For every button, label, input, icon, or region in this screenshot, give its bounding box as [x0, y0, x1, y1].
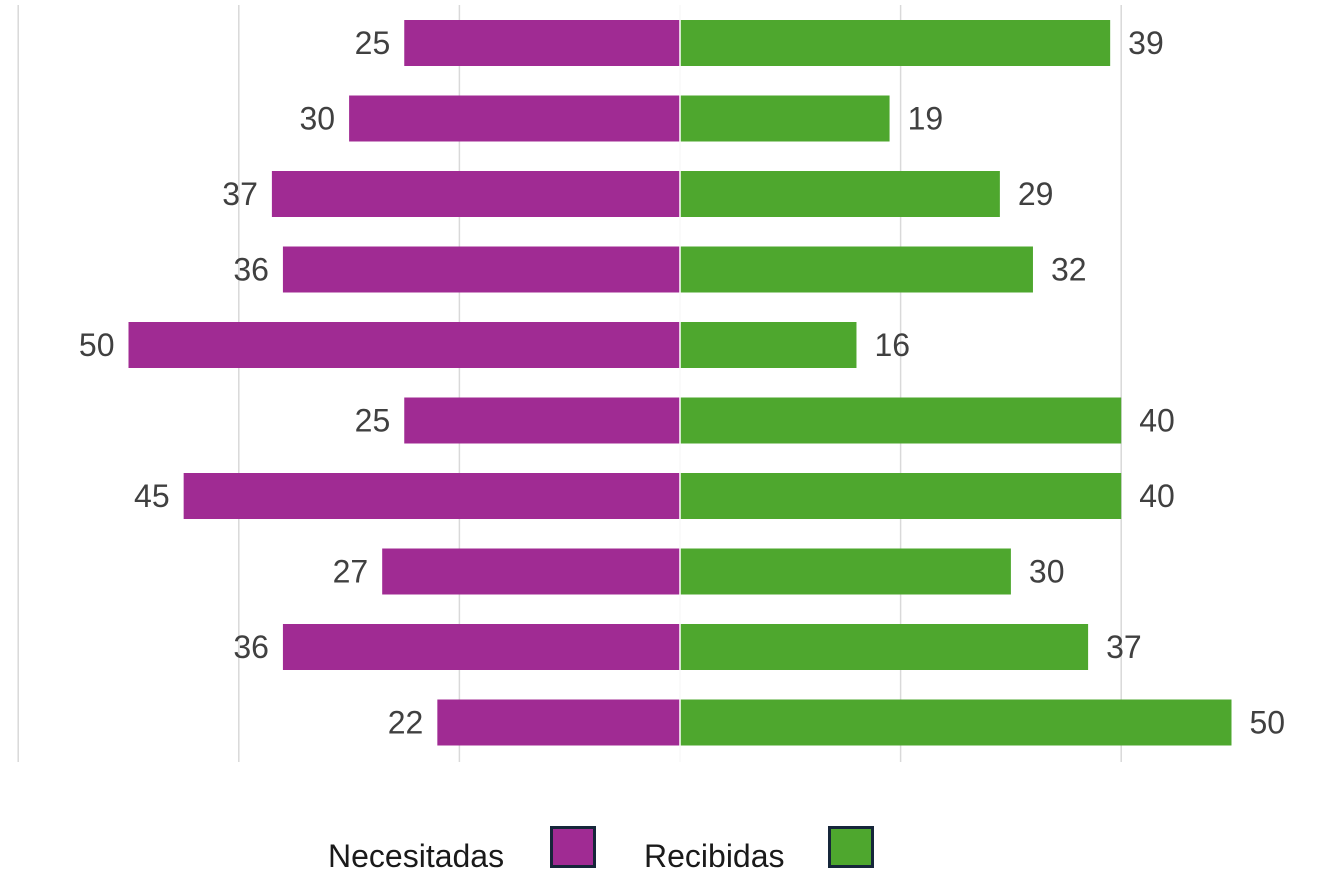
legend-label-recibidas: Recibidas	[644, 838, 785, 874]
data-label-recibidas: 32	[1051, 252, 1087, 288]
bar-necesitadas	[404, 397, 680, 444]
bar-recibidas	[680, 95, 890, 142]
bar-necesitadas	[282, 624, 680, 670]
data-label-recibidas: 37	[1106, 629, 1142, 665]
bar-recibidas	[680, 624, 1089, 670]
data-label-necesitadas: 22	[388, 705, 424, 741]
bar-necesitadas	[128, 322, 680, 368]
diverging-bar-chart: 25 39 30 19 37 29 36 32 50 16 25 40 45 40 27 30 36 37 22 50	[17, 5, 1285, 762]
legend: Necesitadas Recibidas	[0, 826, 1327, 874]
bar-necesitadas	[183, 473, 680, 519]
bar-recibidas	[680, 246, 1033, 293]
bar-recibidas	[680, 473, 1122, 519]
bar-recibidas	[680, 171, 1000, 217]
data-label-necesitadas: 25	[355, 25, 391, 61]
data-label-recibidas: 19	[908, 101, 944, 137]
legend-item-recibidas: Recibidas	[644, 826, 884, 874]
bar-recibidas	[680, 20, 1111, 66]
bar-necesitadas	[404, 20, 680, 66]
bar-necesitadas	[437, 699, 680, 746]
data-label-recibidas: 40	[1139, 403, 1175, 439]
legend-swatch-recibidas	[828, 826, 874, 868]
data-label-necesitadas: 36	[233, 252, 269, 288]
data-label-recibidas: 29	[1018, 176, 1054, 212]
data-label-necesitadas: 36	[233, 629, 269, 665]
bar-necesitadas	[349, 95, 680, 142]
bar-recibidas	[680, 699, 1232, 746]
data-label-necesitadas: 50	[79, 327, 115, 363]
data-label-necesitadas: 45	[134, 478, 170, 514]
legend-label-necesitadas: Necesitadas	[328, 838, 505, 874]
data-label-recibidas: 30	[1029, 554, 1065, 590]
data-labels-group: 25 39 30 19 37 29 36 32 50 16 25 40 45 40 27 30 36 37 22 50	[79, 25, 1285, 741]
bar-recibidas	[680, 548, 1011, 595]
bars-group	[128, 5, 1232, 762]
data-label-recibidas: 50	[1250, 705, 1286, 741]
data-label-recibidas: 40	[1139, 478, 1175, 514]
data-label-necesitadas: 27	[333, 554, 369, 590]
bar-necesitadas	[282, 246, 680, 293]
data-label-necesitadas: 30	[300, 101, 336, 137]
data-label-recibidas: 39	[1128, 25, 1164, 61]
legend-item-necesitadas: Necesitadas	[328, 826, 608, 874]
bar-necesitadas	[382, 548, 680, 595]
bar-recibidas	[680, 397, 1122, 444]
data-label-necesitadas: 25	[355, 403, 391, 439]
bar-necesitadas	[271, 171, 680, 217]
legend-swatch-necesitadas	[550, 826, 596, 868]
data-label-necesitadas: 37	[222, 176, 258, 212]
bar-recibidas	[680, 322, 857, 368]
data-label-recibidas: 16	[874, 327, 910, 363]
